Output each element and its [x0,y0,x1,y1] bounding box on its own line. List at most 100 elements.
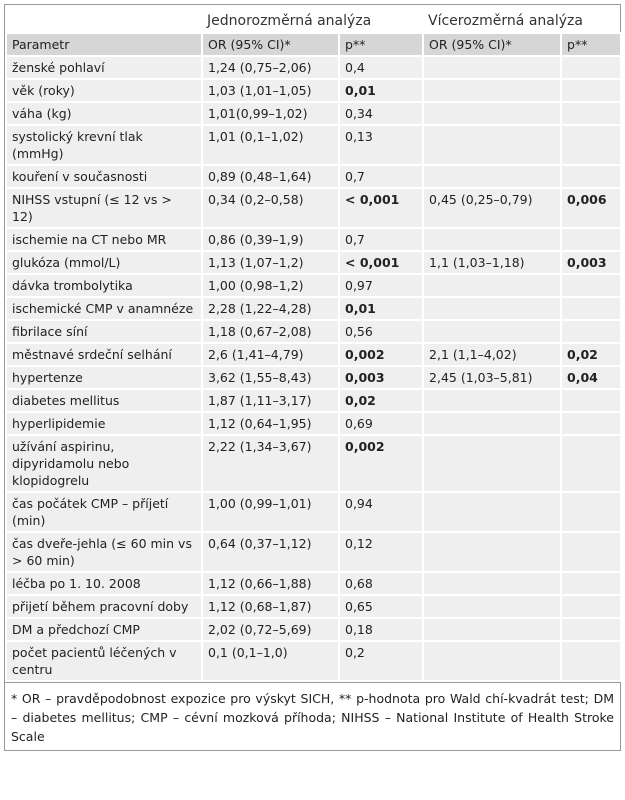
table-cell: 0,01 [337,78,425,103]
table-cell: 2,02 (0,72–5,69) [201,617,340,642]
table-cell: 1,00 (0,98–1,2) [201,273,340,298]
table-cell: věk (roky) [5,78,203,103]
table-cell: 1,18 (0,67–2,08) [201,319,340,344]
table-cell: přijetí během pracovní doby [5,594,203,619]
table-cell: 0,002 [337,434,425,493]
table-cell: 1,00 (0,99–1,01) [201,491,340,533]
column-header-row: Parametr OR (95% CI)* p** OR (95% CI)* p** [5,32,623,57]
table-row: městnavé srdeční selhání 2,6 (1,41–4,79) 0… [5,342,623,367]
table-cell [560,491,623,533]
table-cell: léčba po 1. 10. 2008 [5,571,203,596]
table-row: glukóza (mmol/L) 1,13 (1,07–1,2) < 0,001 1,… [5,250,623,275]
table-cell: váha (kg) [5,101,203,126]
table-cell [422,411,563,436]
group-header-row: Jednorozměrná analýza Vícerozměrná analý… [6,5,621,33]
table-cell [560,531,623,573]
table-cell [422,227,563,252]
table-row: přijetí během pracovní doby 1,12 (0,68–1,… [5,594,623,619]
table-row: dávka trombolytika 1,00 (0,98–1,2) 0,97 [5,273,623,298]
table-cell [560,434,623,493]
table-cell: dávka trombolytika [5,273,203,298]
column-header: OR (95% CI)* [422,32,563,57]
table-cell: ischemické CMP v anamnéze [5,296,203,321]
table-cell: < 0,001 [337,187,425,229]
table-cell: 2,22 (1,34–3,67) [201,434,340,493]
table-row: fibrilace síní 1,18 (0,67–2,08) 0,56 [5,319,623,344]
table-row: věk (roky) 1,03 (1,01–1,05) 0,01 [5,78,623,103]
table-row: DM a předchozí CMP 2,02 (0,72–5,69) 0,18 [5,617,623,642]
table-row: systolický krevní tlak (mmHg) 1,01 (0,1–1… [5,124,623,166]
table-cell [422,617,563,642]
table-box: Jednorozměrná analýza Vícerozměrná analý… [4,4,623,751]
column-header: p** [337,32,425,57]
table-cell: 0,94 [337,491,425,533]
table-row: NIHSS vstupní (≤ 12 vs > 12) 0,34 (0,2–0,… [5,187,623,229]
table-cell: čas počátek CMP – příjetí (min) [5,491,203,533]
table-cell [422,55,563,80]
table-cell [560,617,623,642]
table-row: kouření v současnosti 0,89 (0,48–1,64) 0,7 [5,164,623,189]
table-cell: NIHSS vstupní (≤ 12 vs > 12) [5,187,203,229]
table-cell [422,296,563,321]
table-cell: 2,1 (1,1–4,02) [422,342,563,367]
table-cell: 2,45 (1,03–5,81) [422,365,563,390]
table-cell: 0,04 [560,365,623,390]
table-cell: 2,28 (1,22–4,28) [201,296,340,321]
table-cell [422,640,563,682]
table-cell: glukóza (mmol/L) [5,250,203,275]
group-header: Jednorozměrná analýza [207,13,372,29]
table-cell: 0,003 [560,250,623,275]
table-cell: 0,97 [337,273,425,298]
table-cell: ženské pohlaví [5,55,203,80]
table-cell: 2,6 (1,41–4,79) [201,342,340,367]
table-cell [560,101,623,126]
table-cell [560,319,623,344]
table-cell [422,434,563,493]
table-cell [560,411,623,436]
table-cell: 1,12 (0,68–1,87) [201,594,340,619]
table-cell [560,55,623,80]
table-cell: 0,69 [337,411,425,436]
table-cell: 0,13 [337,124,425,166]
table-cell [560,164,623,189]
table-cell: 0,45 (0,25–0,79) [422,187,563,229]
table-cell: 0,7 [337,227,425,252]
empty-cell [6,5,202,33]
table-cell: 0,56 [337,319,425,344]
table-cell: počet pacientů léčených v centru [5,640,203,682]
table-cell [422,124,563,166]
table-cell: < 0,001 [337,250,425,275]
table-row: užívání aspirinu, dipyridamolu nebo klop… [5,434,623,493]
group-header: Vícerozměrná analýza [428,13,583,29]
table-cell: 0,006 [560,187,623,229]
table-cell [422,101,563,126]
table-cell: čas dveře-jehla (≤ 60 min vs > 60 min) [5,531,203,573]
table-cell: hyperlipidemie [5,411,203,436]
table-cell: 0,86 (0,39–1,9) [201,227,340,252]
table-cell: ischemie na CT nebo MR [5,227,203,252]
table-cell [422,491,563,533]
column-header: Parametr [5,32,203,57]
table-cell: 1,03 (1,01–1,05) [201,78,340,103]
table-cell [560,227,623,252]
table-cell [560,273,623,298]
table-cell: 0,34 (0,2–0,58) [201,187,340,229]
table-cell: 1,24 (0,75–2,06) [201,55,340,80]
table-row: čas dveře-jehla (≤ 60 min vs > 60 min) 0,… [5,531,623,573]
table-cell: 0,12 [337,531,425,573]
table-cell: fibrilace síní [5,319,203,344]
table-cell [422,571,563,596]
table-cell: 1,01 (0,1–1,02) [201,124,340,166]
column-header: OR (95% CI)* [201,32,340,57]
table-cell [560,594,623,619]
table-cell: 1,01(0,99–1,02) [201,101,340,126]
table-cell: užívání aspirinu, dipyridamolu nebo klop… [5,434,203,493]
table-cell: 0,02 [560,342,623,367]
table-row: léčba po 1. 10. 2008 1,12 (0,66–1,88) 0,68 [5,571,623,596]
table-row: hypertenze 3,62 (1,55–8,43) 0,003 2,45 (1,0… [5,365,623,390]
table-cell: 3,62 (1,55–8,43) [201,365,340,390]
table-cell: 1,87 (1,11–3,17) [201,388,340,413]
table-cell: 0,18 [337,617,425,642]
table-row: ischemie na CT nebo MR 0,86 (0,39–1,9) 0,7 [5,227,623,252]
table-cell [560,296,623,321]
